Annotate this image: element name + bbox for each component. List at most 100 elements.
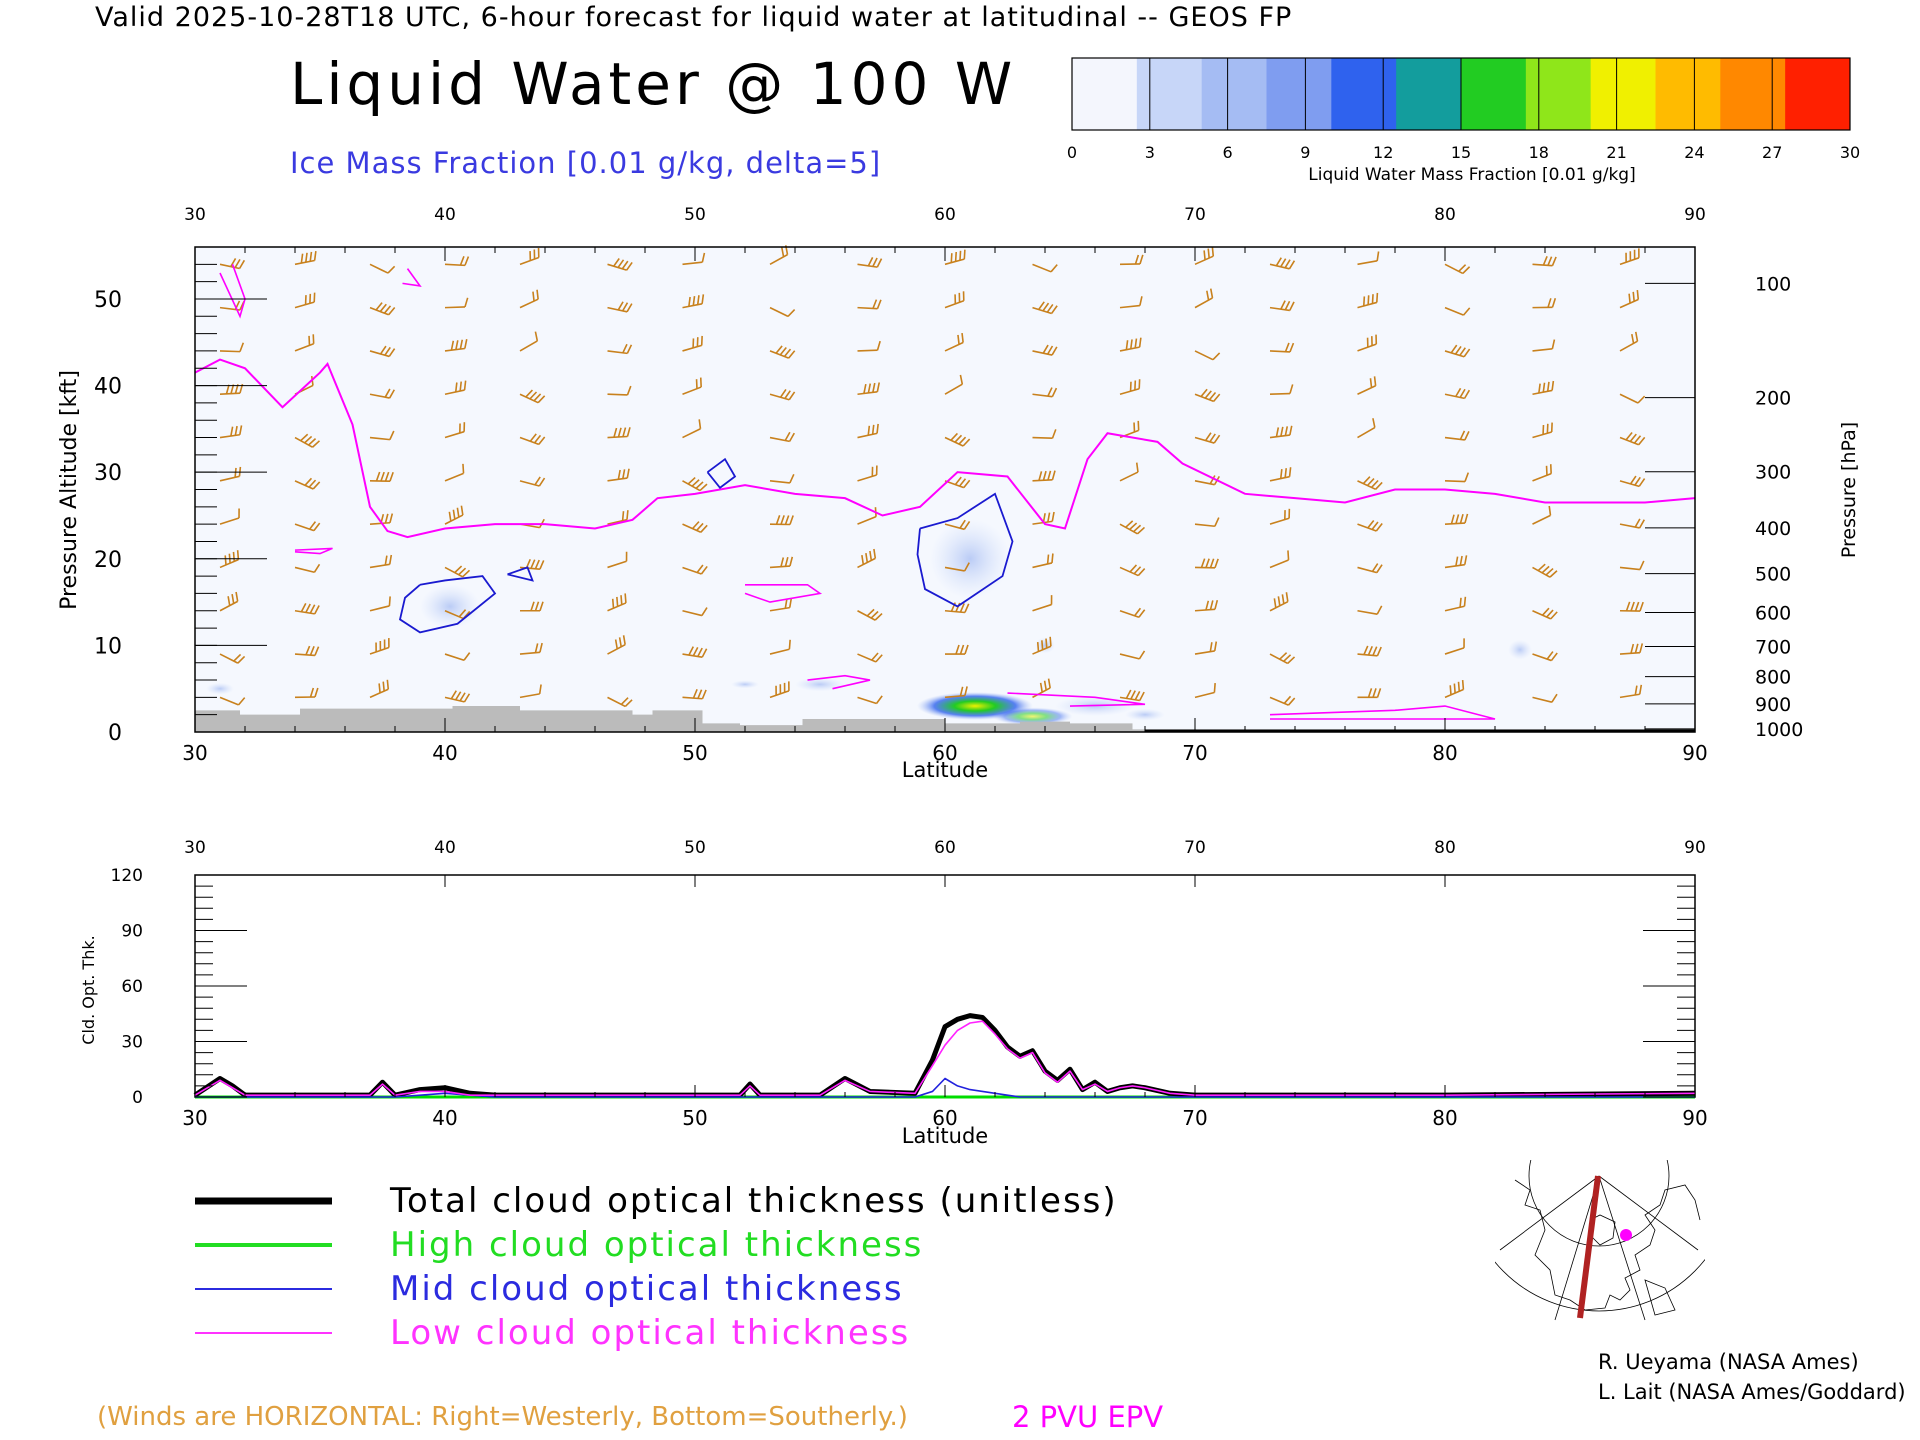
y-tick-label: 120 (111, 866, 143, 886)
wind-barb-feather (389, 430, 395, 440)
wind-barb-feather (1463, 638, 1465, 648)
wind-barb-feather (962, 438, 971, 447)
wind-barb-feather (958, 292, 961, 303)
wind-barb-feather (1459, 388, 1466, 398)
wind-barb (1619, 643, 1644, 655)
wind-barb-feather (1630, 643, 1635, 654)
wind-barb-feather (1376, 688, 1382, 698)
wind-barb (1032, 301, 1058, 315)
map-coastline (1644, 1279, 1676, 1316)
wind-barb-feather (459, 692, 466, 702)
wind-barb-feather (1284, 300, 1291, 311)
wind-barb (769, 388, 796, 401)
wind-barb-feather (1538, 383, 1541, 394)
wind-barb-shaft (1357, 566, 1378, 574)
wind-barb-feather (1287, 697, 1296, 706)
wind-barb (1444, 513, 1469, 525)
wind-barb-shaft (769, 606, 790, 612)
wind-barb-feather (954, 434, 963, 443)
ice-mass-fraction-contour (916, 492, 1014, 608)
colorbar-tick-label: 24 (1684, 143, 1704, 162)
wind-barb-feather (622, 427, 627, 437)
wind-barb-shaft (1032, 436, 1053, 440)
wind-barb (1444, 263, 1471, 275)
y-tick-label: 60 (121, 977, 143, 997)
wind-barb (1357, 476, 1383, 491)
colorbar-tick-label: 12 (1373, 143, 1393, 162)
wind-barb (294, 563, 321, 574)
wind-barb-feather (1275, 427, 1280, 437)
wind-barb (1619, 289, 1640, 309)
wind-barb (1194, 517, 1220, 528)
polar-track-map (1495, 1160, 1705, 1321)
wind-barb (444, 422, 466, 439)
x-tick-label: 80 (1432, 1106, 1457, 1130)
wind-barb-shaft (1269, 600, 1289, 612)
wind-barb (1444, 555, 1468, 569)
wind-barb-feather (1283, 695, 1292, 704)
wind-barb-shaft (1269, 517, 1290, 525)
wind-barb-feather (1369, 378, 1373, 388)
wind-barb-shaft (1532, 263, 1553, 267)
wind-barb (294, 433, 321, 448)
wind-barb-feather (1213, 393, 1221, 402)
wind-barb-feather (1366, 337, 1369, 348)
wind-barb-shaft (769, 690, 790, 699)
x-top-tick-label: 50 (684, 205, 706, 225)
ice-cloud-region (795, 677, 845, 692)
wind-barb (1194, 682, 1216, 699)
colorbar-cell (1331, 58, 1397, 130)
wind-barb (1532, 464, 1552, 482)
wind-barb-feather (1288, 508, 1291, 519)
wind-barb-feather (959, 519, 966, 529)
wind-barb-feather (387, 265, 396, 274)
wind-barb-feather (1370, 479, 1379, 488)
wind-barb-feather (955, 644, 960, 655)
wind-barb (769, 473, 795, 484)
wind-barb (444, 652, 471, 661)
wind-barb-shaft (607, 643, 626, 655)
wind-barb-feather (692, 646, 699, 657)
wind-barb-feather (311, 440, 321, 448)
wind-barb (519, 642, 543, 655)
wind-barb-feather (529, 433, 537, 442)
wind-barb-feather (1462, 307, 1471, 316)
wind-barb-feather (305, 603, 311, 613)
x-top-tick-label: 60 (934, 205, 956, 225)
wind-barb (607, 696, 633, 708)
wind-barb-feather (867, 257, 874, 267)
wind-barb-feather (781, 247, 785, 257)
wind-barb (294, 250, 317, 266)
wind-barb-feather (963, 249, 966, 260)
wind-barb-feather (1371, 521, 1379, 530)
epv-2pvu-contour (219, 264, 246, 319)
wind-barb-feather (380, 471, 385, 482)
wind-barb-shaft (607, 696, 626, 708)
wind-barb-feather (539, 642, 543, 653)
wind-barb-feather (697, 647, 703, 657)
wind-barb-feather (954, 294, 957, 304)
wind-barb-feather (1551, 339, 1556, 350)
wind-barb-shaft (1032, 263, 1052, 273)
wind-barb-feather (1284, 259, 1291, 269)
wind-barb-feather (789, 515, 794, 525)
wind-barb-feather (1541, 607, 1550, 616)
wind-barb-shaft (682, 344, 702, 352)
wind-barb-feather (1638, 684, 1643, 695)
wind-barb-feather (462, 463, 465, 474)
wind-barb (857, 652, 883, 663)
wind-barb-shaft (294, 566, 315, 574)
wind-barb-feather (1289, 301, 1295, 311)
wind-barb (1619, 331, 1639, 352)
wind-barb (219, 425, 243, 439)
wind-barb-feather (1639, 643, 1644, 653)
colorbar-tick-label: 6 (1223, 143, 1233, 162)
wind-barb-feather (695, 481, 704, 489)
wind-barb-shaft (1032, 562, 1053, 569)
wind-barb (1532, 651, 1558, 662)
wind-barb-feather (383, 639, 386, 650)
wind-barb-feather (1050, 264, 1058, 273)
x-top-tick-label: 80 (1434, 838, 1456, 858)
wind-barb (369, 596, 391, 612)
wind-barb (607, 635, 626, 655)
